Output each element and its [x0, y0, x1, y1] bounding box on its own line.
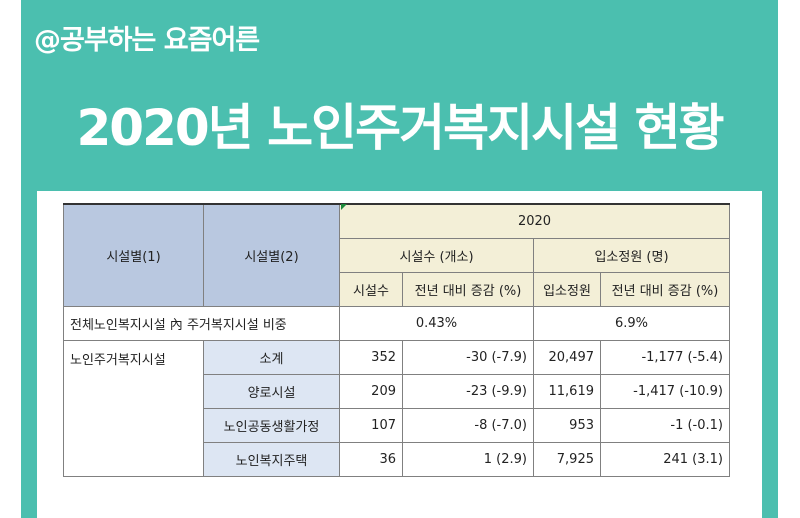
facilities-change-value: 1 (2.9) — [402, 442, 534, 477]
row-name: 소계 — [203, 340, 340, 375]
capacity-change-value: -1 (-0.1) — [600, 408, 730, 443]
share-facilities-value: 0.43% — [339, 306, 534, 341]
subheader-capacity: 입소정원 — [533, 272, 601, 307]
capacity-value: 11,619 — [533, 374, 601, 409]
facilities-value: 352 — [339, 340, 403, 375]
table-row: 노인주거복지시설 소계 352 -30 (-7.9) 20,497 -1,177… — [63, 340, 730, 477]
row-name: 양로시설 — [203, 374, 340, 409]
column-header-category: 시설별(1) — [63, 203, 204, 307]
share-row: 전체노인복지시설 內 주거복지시설 비중 0.43% 6.9% — [63, 306, 730, 341]
subheader-facilities-change: 전년 대비 증감 (%) — [402, 272, 534, 307]
row-name: 노인공동생활가정 — [203, 408, 340, 443]
facilities-value: 36 — [339, 442, 403, 477]
group-header-capacity: 입소정원 (명) — [533, 238, 730, 273]
share-row-label: 전체노인복지시설 內 주거복지시설 비중 — [63, 306, 340, 341]
capacity-value: 20,497 — [533, 340, 601, 375]
facility-stats-table: 시설별(1) 시설별(2) 2020 시설수 (개소) 입소정원 (명) 시설수… — [63, 203, 730, 477]
table-row: 노인공동생활가정 107 -8 (-7.0) 953 -1 (-0.1) — [64, 408, 730, 443]
category-label: 노인주거복지시설 — [63, 340, 204, 477]
row-name: 노인복지주택 — [203, 442, 340, 477]
brand-handle: @공부하는 요즘어른 — [34, 25, 260, 56]
column-header-subcategory: 시설별(2) — [203, 203, 340, 307]
group-header-facilities: 시설수 (개소) — [339, 238, 534, 273]
cell-comment-marker-icon — [341, 204, 347, 210]
capacity-change-value: 241 (3.1) — [600, 442, 730, 477]
share-capacity-value: 6.9% — [533, 306, 730, 341]
facilities-change-value: -23 (-9.9) — [402, 374, 534, 409]
capacity-change-value: -1,177 (-5.4) — [600, 340, 730, 375]
subheader-facilities: 시설수 — [339, 272, 403, 307]
facilities-change-value: -30 (-7.9) — [402, 340, 534, 375]
table-row: 노인복지주택 36 1 (2.9) 7,925 241 (3.1) — [64, 442, 730, 477]
facilities-value: 107 — [339, 408, 403, 443]
page-title: 2020년 노인주거복지시설 현황 — [76, 99, 725, 157]
capacity-change-value: -1,417 (-10.9) — [600, 374, 730, 409]
facilities-change-value: -8 (-7.0) — [402, 408, 534, 443]
capacity-value: 953 — [533, 408, 601, 443]
capacity-value: 7,925 — [533, 442, 601, 477]
facilities-value: 209 — [339, 374, 403, 409]
subheader-capacity-change: 전년 대비 증감 (%) — [600, 272, 730, 307]
year-header: 2020 — [339, 203, 730, 239]
table-row: 양로시설 209 -23 (-9.9) 11,619 -1,417 (-10.9… — [64, 374, 730, 409]
